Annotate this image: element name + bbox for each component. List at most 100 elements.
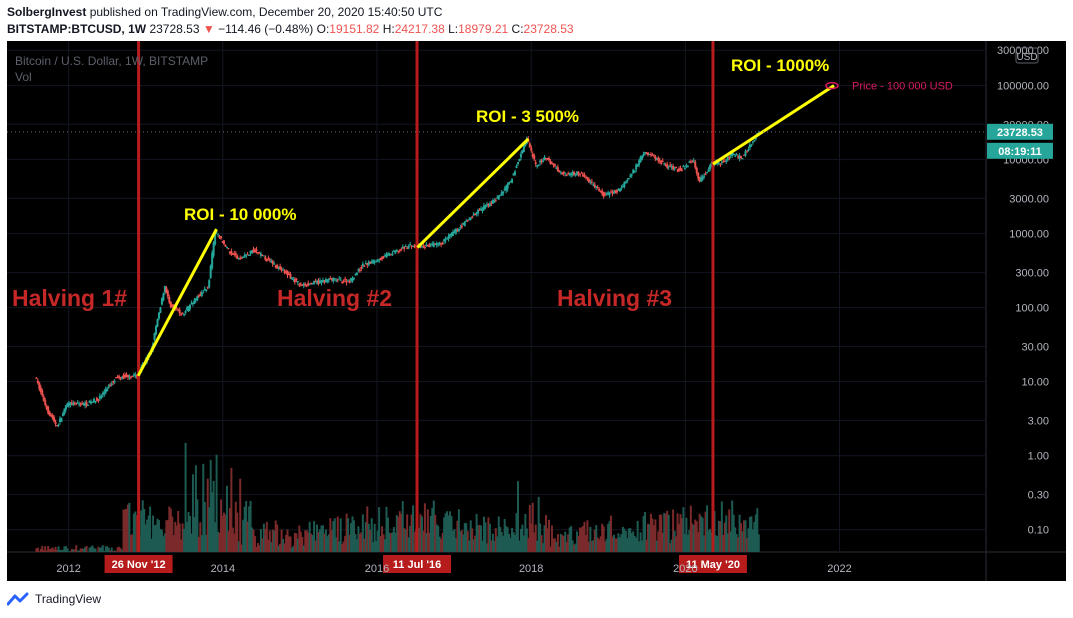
candle-body bbox=[753, 140, 756, 142]
halving-lines: 26 Nov '12 Halving 1# 11 Jul '16 Halving #2… bbox=[12, 41, 747, 573]
candle-body bbox=[262, 255, 265, 257]
volume-bar bbox=[84, 547, 87, 552]
volume-bar bbox=[620, 534, 623, 552]
volume-bar bbox=[290, 547, 293, 552]
volume-bar bbox=[500, 531, 503, 552]
candle-body bbox=[324, 279, 327, 283]
y-tick-label: 1000.00 bbox=[1009, 229, 1049, 241]
volume-bar bbox=[270, 542, 273, 552]
volume-bar bbox=[617, 533, 620, 552]
volume-bar bbox=[745, 538, 748, 552]
candle-body bbox=[633, 170, 636, 173]
volume-bar bbox=[590, 541, 593, 552]
candle-body bbox=[259, 253, 262, 256]
volume-bar bbox=[218, 532, 221, 552]
candle-body bbox=[214, 231, 217, 245]
candle-body bbox=[304, 283, 307, 286]
candle-body bbox=[398, 249, 401, 251]
volume-bar bbox=[709, 528, 712, 552]
candle-body bbox=[205, 289, 208, 291]
volume-bar bbox=[211, 492, 214, 552]
close-label: C: bbox=[511, 22, 524, 36]
candle-body bbox=[163, 286, 166, 293]
candle-body bbox=[728, 156, 731, 158]
candle-body bbox=[443, 239, 446, 242]
volume-bar bbox=[165, 520, 168, 552]
candle-body bbox=[211, 252, 214, 268]
candle-body bbox=[95, 397, 98, 401]
volume-bar bbox=[382, 534, 385, 552]
candle-body bbox=[471, 216, 474, 218]
volume-bar bbox=[90, 546, 93, 552]
candle-body bbox=[531, 153, 534, 157]
volume-bar bbox=[186, 521, 189, 552]
candle-body bbox=[694, 161, 697, 168]
volume-bar bbox=[177, 510, 180, 552]
volume-bar bbox=[121, 549, 124, 552]
candle-body bbox=[230, 251, 233, 255]
candle-body bbox=[555, 167, 558, 169]
candle-body bbox=[277, 267, 280, 269]
volume-bar bbox=[700, 516, 703, 552]
candle-body bbox=[564, 172, 567, 174]
last-price-badge bbox=[987, 123, 1053, 140]
candle-body bbox=[58, 418, 61, 422]
volume-bar bbox=[115, 551, 118, 552]
volume-bar bbox=[106, 546, 109, 552]
candle-body bbox=[629, 175, 632, 177]
volume-bar bbox=[437, 525, 440, 552]
volume-bar bbox=[738, 514, 741, 552]
price-axis[interactable]: 300000.00100000.0030000.0010000.003000.0… bbox=[997, 45, 1049, 536]
candle-body bbox=[534, 162, 537, 164]
candle-body bbox=[352, 277, 355, 279]
candle-body bbox=[518, 159, 521, 162]
candle-body bbox=[311, 283, 314, 285]
volume-bar bbox=[454, 538, 457, 552]
candle-body bbox=[508, 182, 511, 185]
last-price: 23728.53 bbox=[149, 22, 200, 36]
candle-body bbox=[581, 174, 584, 177]
volume-bar bbox=[258, 545, 261, 552]
y-tick-label: 10.00 bbox=[1021, 377, 1049, 389]
candle-body bbox=[607, 192, 610, 195]
volume-bar bbox=[181, 523, 184, 552]
volume-bar bbox=[110, 547, 113, 552]
candle-body bbox=[660, 161, 663, 164]
volume-bar bbox=[125, 508, 128, 552]
volume-bar bbox=[645, 539, 648, 552]
candle-body bbox=[35, 377, 38, 379]
volume-bar bbox=[150, 538, 153, 552]
volume-bar bbox=[364, 522, 367, 552]
candle-body bbox=[435, 243, 438, 246]
symbol-label[interactable]: BITSTAMP:BTCUSD, 1W bbox=[7, 22, 147, 36]
candle-body bbox=[361, 263, 364, 267]
volume-bar bbox=[220, 499, 223, 552]
halving-date-label: 11 Jul '16 bbox=[393, 559, 442, 571]
volume-bar bbox=[574, 543, 577, 552]
volume-bar bbox=[422, 530, 425, 552]
volume-bar bbox=[757, 534, 760, 552]
author-name[interactable]: SolbergInvest bbox=[7, 5, 87, 19]
volume-bar bbox=[314, 540, 317, 552]
candle-body bbox=[618, 188, 621, 192]
volume-bar bbox=[42, 550, 45, 552]
time-axis[interactable]: 2012 2014 2016 2018 2020 2022 bbox=[56, 563, 851, 575]
volume-bar bbox=[215, 454, 218, 552]
volume-bar bbox=[683, 534, 686, 552]
candle-body bbox=[412, 245, 415, 247]
open-value: 19151.82 bbox=[329, 22, 380, 36]
volume-bar bbox=[474, 535, 477, 552]
volume-bar bbox=[516, 481, 519, 552]
volume-bar bbox=[502, 535, 505, 552]
y-tick-label: 300.00 bbox=[1015, 267, 1049, 279]
candle-body bbox=[206, 287, 209, 289]
tradingview-brand[interactable]: TradingView bbox=[7, 592, 101, 606]
candle-body bbox=[477, 209, 480, 214]
volume-bar bbox=[537, 496, 540, 552]
volume-bar bbox=[135, 515, 138, 552]
volume-bar bbox=[734, 527, 737, 552]
candle-body bbox=[246, 254, 249, 256]
volume-bar bbox=[747, 528, 750, 552]
volume-bar bbox=[305, 529, 308, 552]
